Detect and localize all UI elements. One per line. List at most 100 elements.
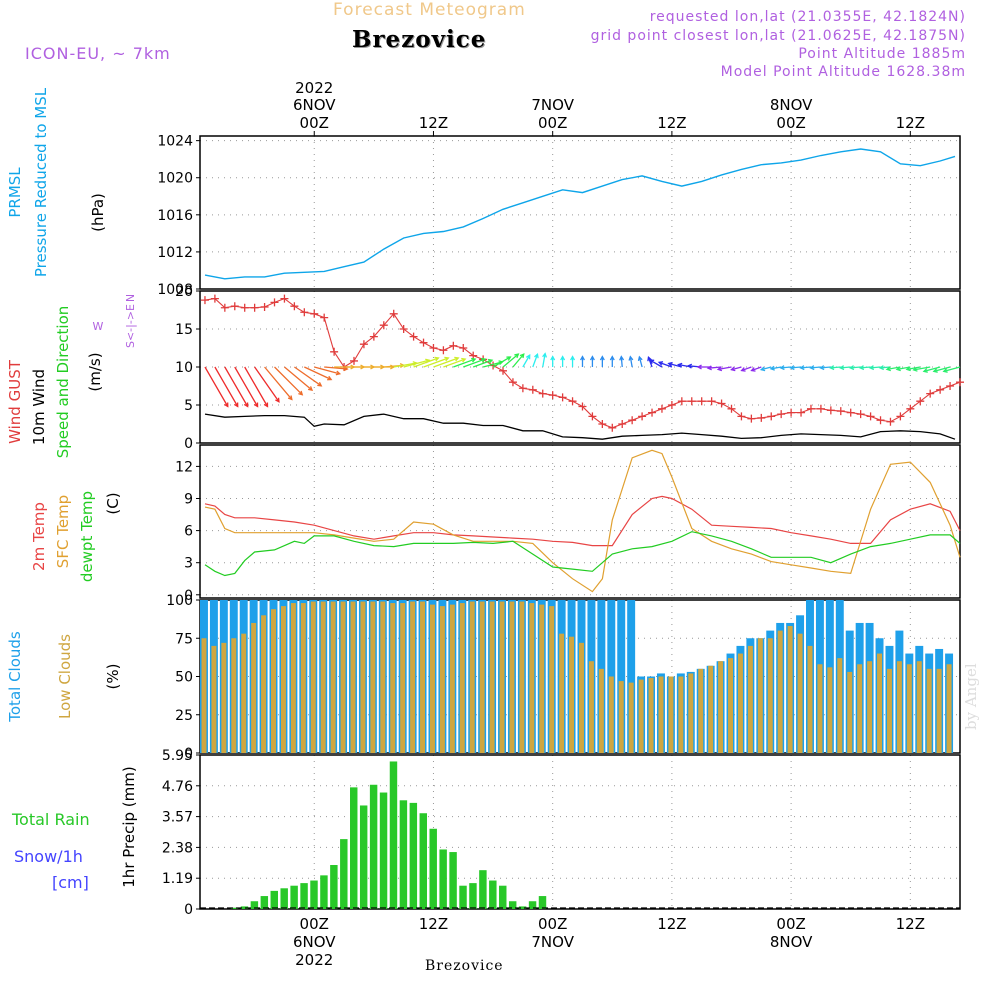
- gust-marker: [349, 356, 358, 365]
- wind-arrow-head: [716, 366, 723, 372]
- clouds-ytick-label: 75: [175, 631, 193, 647]
- temp-frame: [199, 444, 961, 599]
- low-cloud-bar: [638, 679, 644, 753]
- wind-arrow-head: [525, 354, 531, 360]
- snow-unit-label: [cm]: [52, 873, 89, 892]
- wind-arrow-head: [628, 355, 634, 361]
- rain-bar: [330, 865, 338, 909]
- wind-direction-arrow: [870, 366, 881, 369]
- gust-marker: [399, 325, 408, 333]
- wind-direction-arrow: [512, 353, 525, 368]
- wind-arrow-head: [740, 367, 746, 372]
- wind-direction-arrow: [532, 353, 539, 368]
- pressure-ytick-label: 1020: [157, 171, 193, 187]
- gust-marker: [677, 397, 686, 406]
- bottom-time-label: 00Z: [538, 915, 567, 933]
- wind-direction-arrow: [234, 366, 259, 407]
- low-cloud-bar: [459, 603, 465, 753]
- point-altitude: Point Altitude 1885m: [798, 46, 966, 62]
- gust-marker: [538, 389, 547, 398]
- rain-bar: [310, 880, 318, 909]
- wind-direction-arrow: [761, 366, 772, 371]
- rain-bar: [379, 792, 388, 909]
- wind-direction-arrow: [443, 358, 466, 368]
- gust-marker: [359, 340, 368, 349]
- model-altitude: Model Point Altitude 1628.38m: [720, 64, 966, 80]
- wind-arrow-head: [759, 366, 766, 372]
- wind-direction-arrow: [472, 359, 493, 368]
- gust-marker: [836, 407, 845, 416]
- gust-marker: [499, 366, 508, 375]
- wind-arrow-head: [570, 355, 576, 361]
- low-cloud-bar: [588, 661, 594, 753]
- low-cloud-bar: [668, 676, 674, 753]
- precip-ytick-label: 0: [184, 902, 193, 918]
- low-cloud-bar: [380, 601, 386, 753]
- wind-arrow-head: [885, 366, 891, 372]
- top-date-label: 8NOV: [770, 96, 813, 114]
- wind-arrow-head: [858, 365, 865, 371]
- gust-marker: [419, 338, 428, 347]
- wind-arrow-head: [550, 355, 556, 361]
- low-clouds-label: Low Clouds: [56, 634, 74, 719]
- low-cloud-bar: [449, 604, 455, 753]
- temp-ytick-label: 9: [184, 491, 193, 507]
- gust-marker: [568, 397, 577, 406]
- gust-marker: [737, 412, 746, 421]
- wind-arrow-head: [519, 353, 525, 359]
- wind-arrow-head: [799, 365, 805, 371]
- low-cloud-bar: [400, 603, 406, 753]
- wind-arrow-head: [696, 364, 702, 370]
- wind-arrow-head: [434, 356, 440, 362]
- wind-direction-arrow: [830, 366, 841, 369]
- rain-bar: [528, 901, 537, 909]
- rain-bar: [429, 828, 437, 909]
- rain-bar: [439, 849, 447, 909]
- wind-arrow-head: [667, 361, 673, 367]
- pressure-ytick-label: 1024: [157, 134, 193, 150]
- compass-n: N: [124, 294, 137, 302]
- low-cloud-bar: [946, 664, 952, 753]
- low-cloud-bar: [271, 609, 276, 753]
- temp2m-label: 2m Temp: [30, 502, 48, 571]
- wind-arrow-head: [609, 355, 615, 361]
- rain-bar: [270, 890, 278, 909]
- rain-label: Total Rain: [11, 810, 90, 829]
- top-date-label: 6NOV: [293, 96, 336, 114]
- low-cloud-bar: [390, 603, 396, 753]
- gust-marker: [280, 294, 289, 303]
- wind-arrow-head: [848, 365, 855, 371]
- wind-direction-arrow: [492, 356, 511, 368]
- wind-direction-arrow: [502, 353, 519, 368]
- wind-direction-arrow: [820, 366, 831, 369]
- low-cloud-bar: [628, 682, 634, 753]
- wind-direction-arrow: [850, 366, 861, 369]
- bottom-time-label: 12Z: [657, 915, 686, 933]
- rain-bar: [399, 800, 408, 909]
- gust-marker: [628, 416, 637, 425]
- gust-marker: [429, 344, 438, 352]
- wind-speed-line: [204, 413, 956, 440]
- gust-marker: [747, 414, 756, 423]
- bottom-date-label: 8NOV: [770, 933, 813, 951]
- gust-marker: [956, 378, 964, 387]
- low-cloud-bar: [509, 601, 515, 753]
- low-cloud-bar: [280, 606, 286, 753]
- wind-arrow-head: [224, 402, 229, 408]
- gridpoint-lonlat: grid point closest lon,lat (21.0625E, 42…: [590, 28, 966, 44]
- pressure-label-long: Pressure Reduced to MSL: [32, 87, 50, 277]
- temp-ytick-label: 3: [184, 556, 193, 572]
- total-cloud-bar: [627, 600, 636, 753]
- wind-arrow-head: [829, 365, 835, 371]
- wind-direction-arrow: [629, 356, 633, 368]
- gust-marker: [697, 397, 706, 406]
- low-cloud-bar: [916, 661, 922, 753]
- wind-arrow-head: [809, 365, 815, 371]
- wind-arrow-head: [942, 368, 948, 373]
- wind-arrow-head: [243, 402, 249, 408]
- sfc-temp-label: SFC Temp: [54, 495, 72, 568]
- low-cloud-bar: [290, 603, 296, 753]
- rain-bar: [369, 784, 378, 909]
- wind-direction-arrow: [800, 366, 812, 369]
